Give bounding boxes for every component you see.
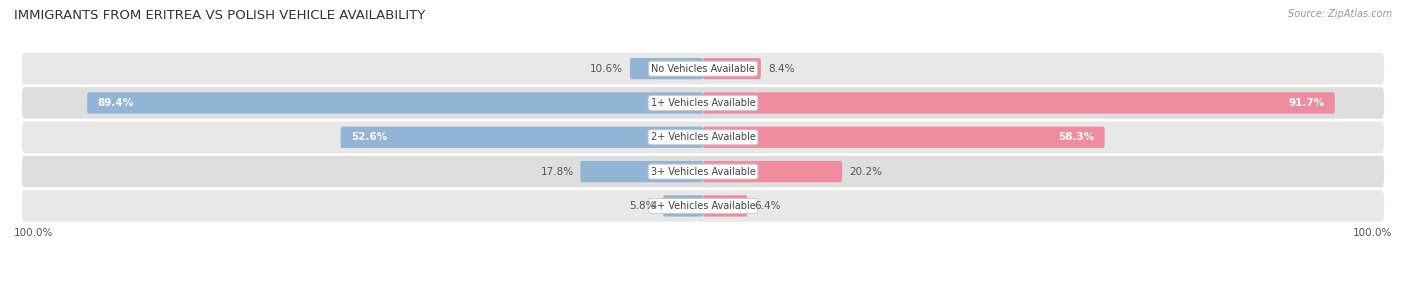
Text: 58.3%: 58.3% bbox=[1059, 132, 1094, 142]
FancyBboxPatch shape bbox=[340, 127, 703, 148]
Text: No Vehicles Available: No Vehicles Available bbox=[651, 64, 755, 74]
Text: 20.2%: 20.2% bbox=[849, 167, 882, 176]
Text: 8.4%: 8.4% bbox=[768, 64, 794, 74]
FancyBboxPatch shape bbox=[703, 195, 747, 217]
FancyBboxPatch shape bbox=[21, 86, 1385, 120]
Text: Source: ZipAtlas.com: Source: ZipAtlas.com bbox=[1288, 9, 1392, 19]
Text: 10.6%: 10.6% bbox=[591, 64, 623, 74]
Text: 52.6%: 52.6% bbox=[352, 132, 387, 142]
Text: 3+ Vehicles Available: 3+ Vehicles Available bbox=[651, 167, 755, 176]
Text: IMMIGRANTS FROM ERITREA VS POLISH VEHICLE AVAILABILITY: IMMIGRANTS FROM ERITREA VS POLISH VEHICL… bbox=[14, 9, 425, 21]
FancyBboxPatch shape bbox=[630, 58, 703, 79]
FancyBboxPatch shape bbox=[703, 92, 1334, 114]
FancyBboxPatch shape bbox=[21, 155, 1385, 188]
Text: 6.4%: 6.4% bbox=[754, 201, 780, 211]
FancyBboxPatch shape bbox=[703, 58, 761, 79]
Text: 89.4%: 89.4% bbox=[97, 98, 134, 108]
Text: 5.8%: 5.8% bbox=[630, 201, 657, 211]
FancyBboxPatch shape bbox=[581, 161, 703, 182]
Text: 2+ Vehicles Available: 2+ Vehicles Available bbox=[651, 132, 755, 142]
FancyBboxPatch shape bbox=[21, 120, 1385, 154]
FancyBboxPatch shape bbox=[703, 161, 842, 182]
FancyBboxPatch shape bbox=[21, 52, 1385, 86]
FancyBboxPatch shape bbox=[703, 127, 1105, 148]
Text: 4+ Vehicles Available: 4+ Vehicles Available bbox=[651, 201, 755, 211]
Text: 1+ Vehicles Available: 1+ Vehicles Available bbox=[651, 98, 755, 108]
Text: 100.0%: 100.0% bbox=[1353, 228, 1392, 238]
FancyBboxPatch shape bbox=[664, 195, 703, 217]
Text: 17.8%: 17.8% bbox=[540, 167, 574, 176]
Text: 100.0%: 100.0% bbox=[14, 228, 53, 238]
FancyBboxPatch shape bbox=[21, 189, 1385, 223]
FancyBboxPatch shape bbox=[87, 92, 703, 114]
Text: 91.7%: 91.7% bbox=[1288, 98, 1324, 108]
